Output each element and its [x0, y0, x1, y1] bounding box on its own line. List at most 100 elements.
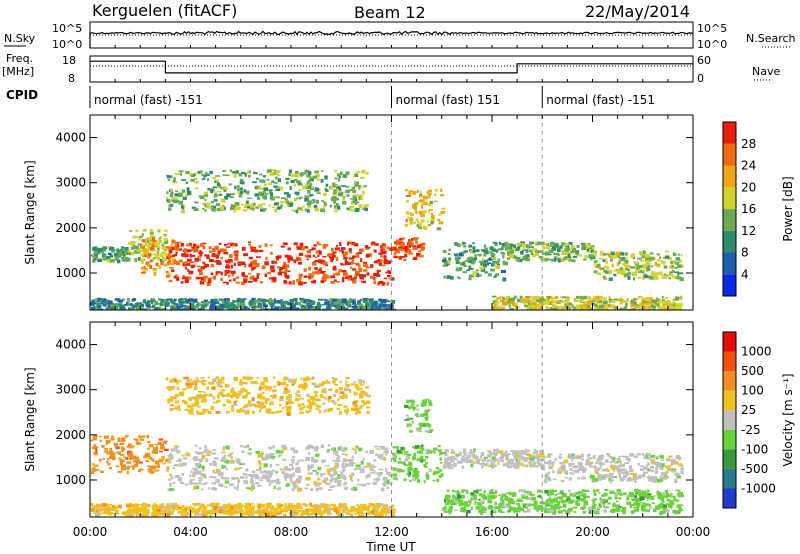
- range-cell: [297, 398, 300, 401]
- range-cell: [582, 495, 585, 499]
- range-cell: [377, 259, 381, 261]
- range-cell: [299, 308, 303, 310]
- range-cell: [318, 259, 322, 263]
- range-cell: [630, 305, 634, 308]
- range-cell: [207, 376, 210, 379]
- range-cell: [168, 454, 171, 457]
- range-cell: [302, 185, 307, 189]
- range-cell: [264, 400, 268, 405]
- range-cell: [521, 503, 526, 506]
- range-cell: [386, 281, 390, 286]
- range-cell: [314, 446, 319, 450]
- range-cell: [268, 473, 272, 477]
- range-cell: [224, 273, 227, 276]
- range-cell: [292, 472, 296, 475]
- range-cell: [519, 300, 523, 303]
- range-cell: [211, 254, 217, 258]
- range-cell: [495, 260, 500, 265]
- range-cell: [107, 305, 111, 308]
- range-cell: [525, 464, 529, 468]
- range-cell: [328, 444, 331, 447]
- range-cell: [604, 305, 609, 310]
- range-cell: [215, 302, 220, 304]
- range-cell: [499, 499, 503, 502]
- range-cell: [602, 499, 607, 502]
- range-cell: [508, 500, 512, 503]
- range-cell: [256, 401, 261, 404]
- range-cell: [344, 387, 349, 392]
- range-cell: [515, 508, 519, 513]
- range-cell: [162, 258, 166, 261]
- range-cell: [98, 250, 101, 253]
- range-cell: [309, 249, 314, 251]
- range-cell: [512, 492, 516, 494]
- range-cell: [674, 304, 678, 309]
- range-cell: [133, 305, 136, 308]
- range-cell: [122, 298, 125, 301]
- range-cell: [276, 201, 280, 206]
- range-cell: [599, 253, 603, 256]
- frequency-line: [90, 60, 693, 74]
- range-cell: [562, 494, 567, 498]
- range-cell: [370, 264, 374, 268]
- range-cell: [204, 209, 207, 212]
- range-cell: [303, 405, 306, 409]
- range-cell: [206, 178, 210, 181]
- range-cell: [637, 276, 642, 279]
- range-cell: [668, 500, 674, 503]
- range-cell: [446, 275, 451, 279]
- range-cell: [491, 456, 496, 460]
- range-cell: [332, 254, 336, 258]
- range-cell: [119, 303, 122, 306]
- range-cell: [680, 295, 683, 298]
- range-cell: [216, 208, 222, 212]
- range-cell: [217, 305, 221, 309]
- range-cell: [557, 510, 562, 514]
- range-cell: [191, 206, 196, 209]
- range-cell: [250, 249, 255, 252]
- range-cell: [550, 306, 553, 309]
- range-cell: [187, 258, 192, 262]
- range-cell: [414, 211, 418, 214]
- range-cell: [161, 243, 164, 248]
- range-cell: [397, 468, 401, 472]
- range-cell: [363, 484, 367, 487]
- range-cell: [330, 257, 334, 261]
- range-cell: [354, 183, 359, 187]
- range-cell: [125, 456, 129, 460]
- range-cell: [174, 400, 180, 404]
- range-cell: [300, 299, 304, 303]
- range-cell: [168, 249, 173, 254]
- range-cell: [651, 305, 656, 309]
- range-cell: [480, 500, 485, 503]
- range-cell: [645, 264, 650, 269]
- range-cell: [270, 455, 276, 458]
- range-cell: [242, 209, 248, 212]
- range-cell: [267, 271, 271, 275]
- range-cell: [202, 207, 205, 210]
- range-cell: [218, 469, 221, 473]
- range-cell: [342, 197, 346, 201]
- range-cell: [376, 448, 380, 450]
- range-cell: [318, 410, 322, 414]
- range-cell: [163, 298, 169, 303]
- range-cell: [518, 258, 521, 262]
- range-cell: [233, 401, 237, 405]
- range-cell: [629, 308, 635, 310]
- range-cell: [315, 472, 320, 476]
- range-cell: [495, 265, 500, 269]
- range-cell: [280, 299, 283, 302]
- range-cell: [293, 197, 297, 202]
- range-cell: [276, 300, 282, 303]
- range-cell: [230, 196, 235, 198]
- range-cell: [193, 379, 197, 383]
- range-cell: [510, 460, 514, 463]
- range-cell: [190, 412, 194, 415]
- range-cell: [218, 308, 222, 310]
- range-cell: [208, 301, 212, 304]
- range-cell: [468, 452, 471, 455]
- range-cell: [243, 189, 247, 193]
- range-cell: [326, 450, 330, 453]
- range-cell: [360, 176, 365, 179]
- range-cell: [618, 258, 621, 262]
